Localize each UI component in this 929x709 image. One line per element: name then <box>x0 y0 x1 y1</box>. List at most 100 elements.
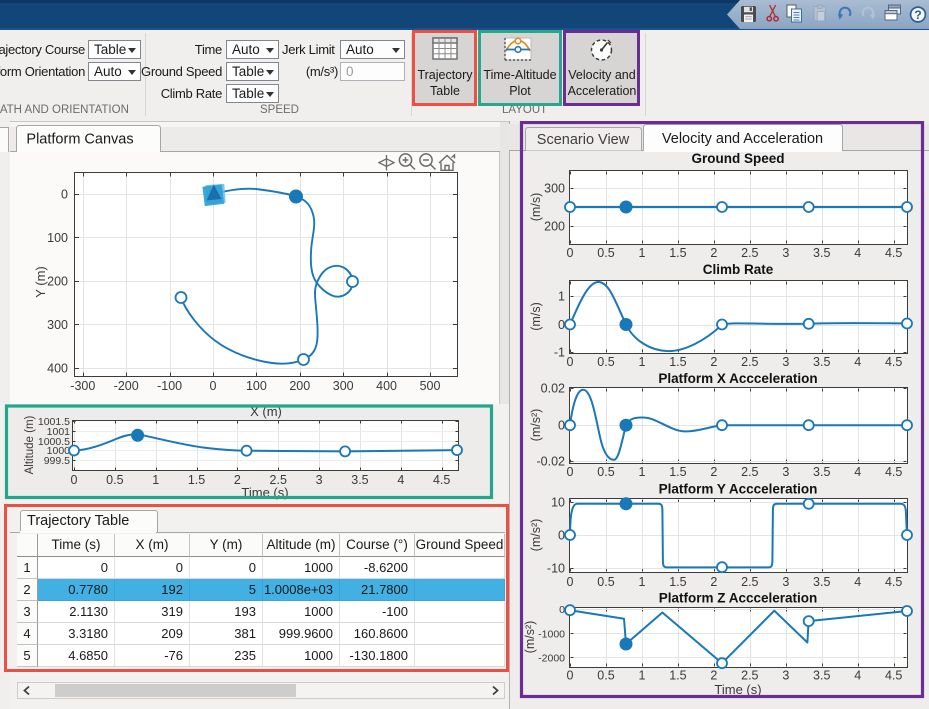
svg-text:-1000: -1000 <box>538 628 565 640</box>
svg-text:(m/s): (m/s) <box>529 302 543 330</box>
svg-text:4.5: 4.5 <box>885 246 902 260</box>
svg-text:4: 4 <box>854 355 861 369</box>
svg-text:200: 200 <box>47 274 68 288</box>
svg-text:400: 400 <box>376 379 397 393</box>
svg-text:0: 0 <box>210 379 217 393</box>
svg-text:3.5: 3.5 <box>351 473 368 487</box>
svg-text:0: 0 <box>558 318 565 332</box>
svg-text:3.5: 3.5 <box>813 669 830 683</box>
svg-text:Platform Canvas: Platform Canvas <box>26 132 133 148</box>
svg-text:0: 0 <box>559 604 565 616</box>
svg-text:1.5: 1.5 <box>669 575 686 589</box>
svg-text:-200: -200 <box>114 379 139 393</box>
svg-text:Altitude (m): Altitude (m) <box>24 415 36 474</box>
svg-text:(m/s): (m/s) <box>529 193 543 221</box>
svg-text:-300: -300 <box>70 379 95 393</box>
svg-text:2: 2 <box>710 669 717 683</box>
svg-text:Platform Z Accceleration: Platform Z Accceleration <box>659 591 818 606</box>
svg-text:200: 200 <box>289 379 310 393</box>
svg-text:-2000: -2000 <box>538 653 565 665</box>
svg-text:1: 1 <box>558 290 565 304</box>
svg-text:(m/s²): (m/s²) <box>529 519 543 552</box>
svg-text:4.5: 4.5 <box>433 473 450 487</box>
svg-text:Time (s): Time (s) <box>714 682 761 697</box>
svg-text:4.5: 4.5 <box>885 669 902 683</box>
svg-text:2: 2 <box>710 575 717 589</box>
svg-text:X (m): X (m) <box>250 404 282 419</box>
svg-text:1: 1 <box>152 473 159 487</box>
svg-text:4: 4 <box>854 575 861 589</box>
svg-text:3: 3 <box>782 575 789 589</box>
svg-text:3: 3 <box>782 669 789 683</box>
svg-text:500: 500 <box>420 379 441 393</box>
svg-text:1.5: 1.5 <box>669 465 686 479</box>
svg-text:4.5: 4.5 <box>885 575 902 589</box>
svg-text:-10: -10 <box>547 562 565 576</box>
svg-text:300: 300 <box>544 182 565 196</box>
svg-text:-100: -100 <box>157 379 182 393</box>
svg-text:0: 0 <box>567 669 574 683</box>
svg-text:Y (m): Y (m) <box>33 266 48 298</box>
svg-text:0: 0 <box>558 529 565 543</box>
svg-text:2: 2 <box>710 355 717 369</box>
svg-text:1000: 1000 <box>47 445 71 457</box>
svg-text:0.02: 0.02 <box>541 382 565 396</box>
svg-text:300: 300 <box>47 318 68 332</box>
svg-text:1.5: 1.5 <box>669 669 686 683</box>
svg-text:400: 400 <box>47 361 68 375</box>
svg-text:0: 0 <box>558 419 565 433</box>
svg-text:4: 4 <box>854 246 861 260</box>
svg-text:1: 1 <box>638 355 645 369</box>
svg-text:2: 2 <box>710 246 717 260</box>
svg-text:2.5: 2.5 <box>741 465 758 479</box>
svg-text:3: 3 <box>782 465 789 479</box>
svg-text:0.5: 0.5 <box>106 473 123 487</box>
svg-text:Velocity and Acceleration: Velocity and Acceleration <box>662 131 823 147</box>
svg-text:100: 100 <box>47 231 68 245</box>
svg-text:0: 0 <box>567 575 574 589</box>
svg-text:0.5: 0.5 <box>597 355 614 369</box>
svg-text:4.5: 4.5 <box>885 355 902 369</box>
svg-text:1: 1 <box>638 575 645 589</box>
svg-text:3: 3 <box>316 473 323 487</box>
svg-text:-0.02: -0.02 <box>537 455 566 469</box>
svg-text:1.5: 1.5 <box>669 246 686 260</box>
svg-text:0: 0 <box>567 246 574 260</box>
svg-text:2: 2 <box>710 465 717 479</box>
svg-text:1: 1 <box>638 465 645 479</box>
svg-text:-1: -1 <box>554 346 565 360</box>
svg-text:2.5: 2.5 <box>270 473 287 487</box>
svg-text:3.5: 3.5 <box>813 575 830 589</box>
svg-text:2.5: 2.5 <box>741 575 758 589</box>
svg-text:4.5: 4.5 <box>885 465 902 479</box>
svg-text:1: 1 <box>638 669 645 683</box>
svg-text:300: 300 <box>333 379 354 393</box>
svg-text:(m/s²): (m/s²) <box>523 621 537 654</box>
svg-text:0.5: 0.5 <box>597 246 614 260</box>
svg-text:(m/s²): (m/s²) <box>529 409 543 442</box>
svg-text:0.5: 0.5 <box>597 575 614 589</box>
svg-text:1001: 1001 <box>47 426 71 438</box>
svg-text:Ground Speed: Ground Speed <box>691 151 784 166</box>
svg-text:3: 3 <box>782 355 789 369</box>
svg-text:?: ? <box>914 8 921 22</box>
svg-text:Scenario View: Scenario View <box>537 132 630 148</box>
svg-text:200: 200 <box>544 220 565 234</box>
svg-text:4: 4 <box>854 465 861 479</box>
svg-text:3: 3 <box>782 246 789 260</box>
svg-text:1.5: 1.5 <box>669 355 686 369</box>
svg-text:Platform Y Accceleration: Platform Y Accceleration <box>659 482 818 497</box>
svg-text:0.5: 0.5 <box>597 465 614 479</box>
svg-text:0.5: 0.5 <box>597 669 614 683</box>
svg-text:1.5: 1.5 <box>188 473 205 487</box>
svg-text:2.5: 2.5 <box>741 669 758 683</box>
svg-text:1000.5: 1000.5 <box>38 436 70 448</box>
svg-text:3.5: 3.5 <box>813 355 830 369</box>
svg-text:Platform X Accceleration: Platform X Accceleration <box>658 371 817 386</box>
svg-text:4: 4 <box>854 669 861 683</box>
svg-text:4: 4 <box>397 473 404 487</box>
svg-text:0: 0 <box>61 188 68 202</box>
svg-text:3.5: 3.5 <box>813 465 830 479</box>
svg-text:3.5: 3.5 <box>813 246 830 260</box>
svg-text:2: 2 <box>234 473 241 487</box>
